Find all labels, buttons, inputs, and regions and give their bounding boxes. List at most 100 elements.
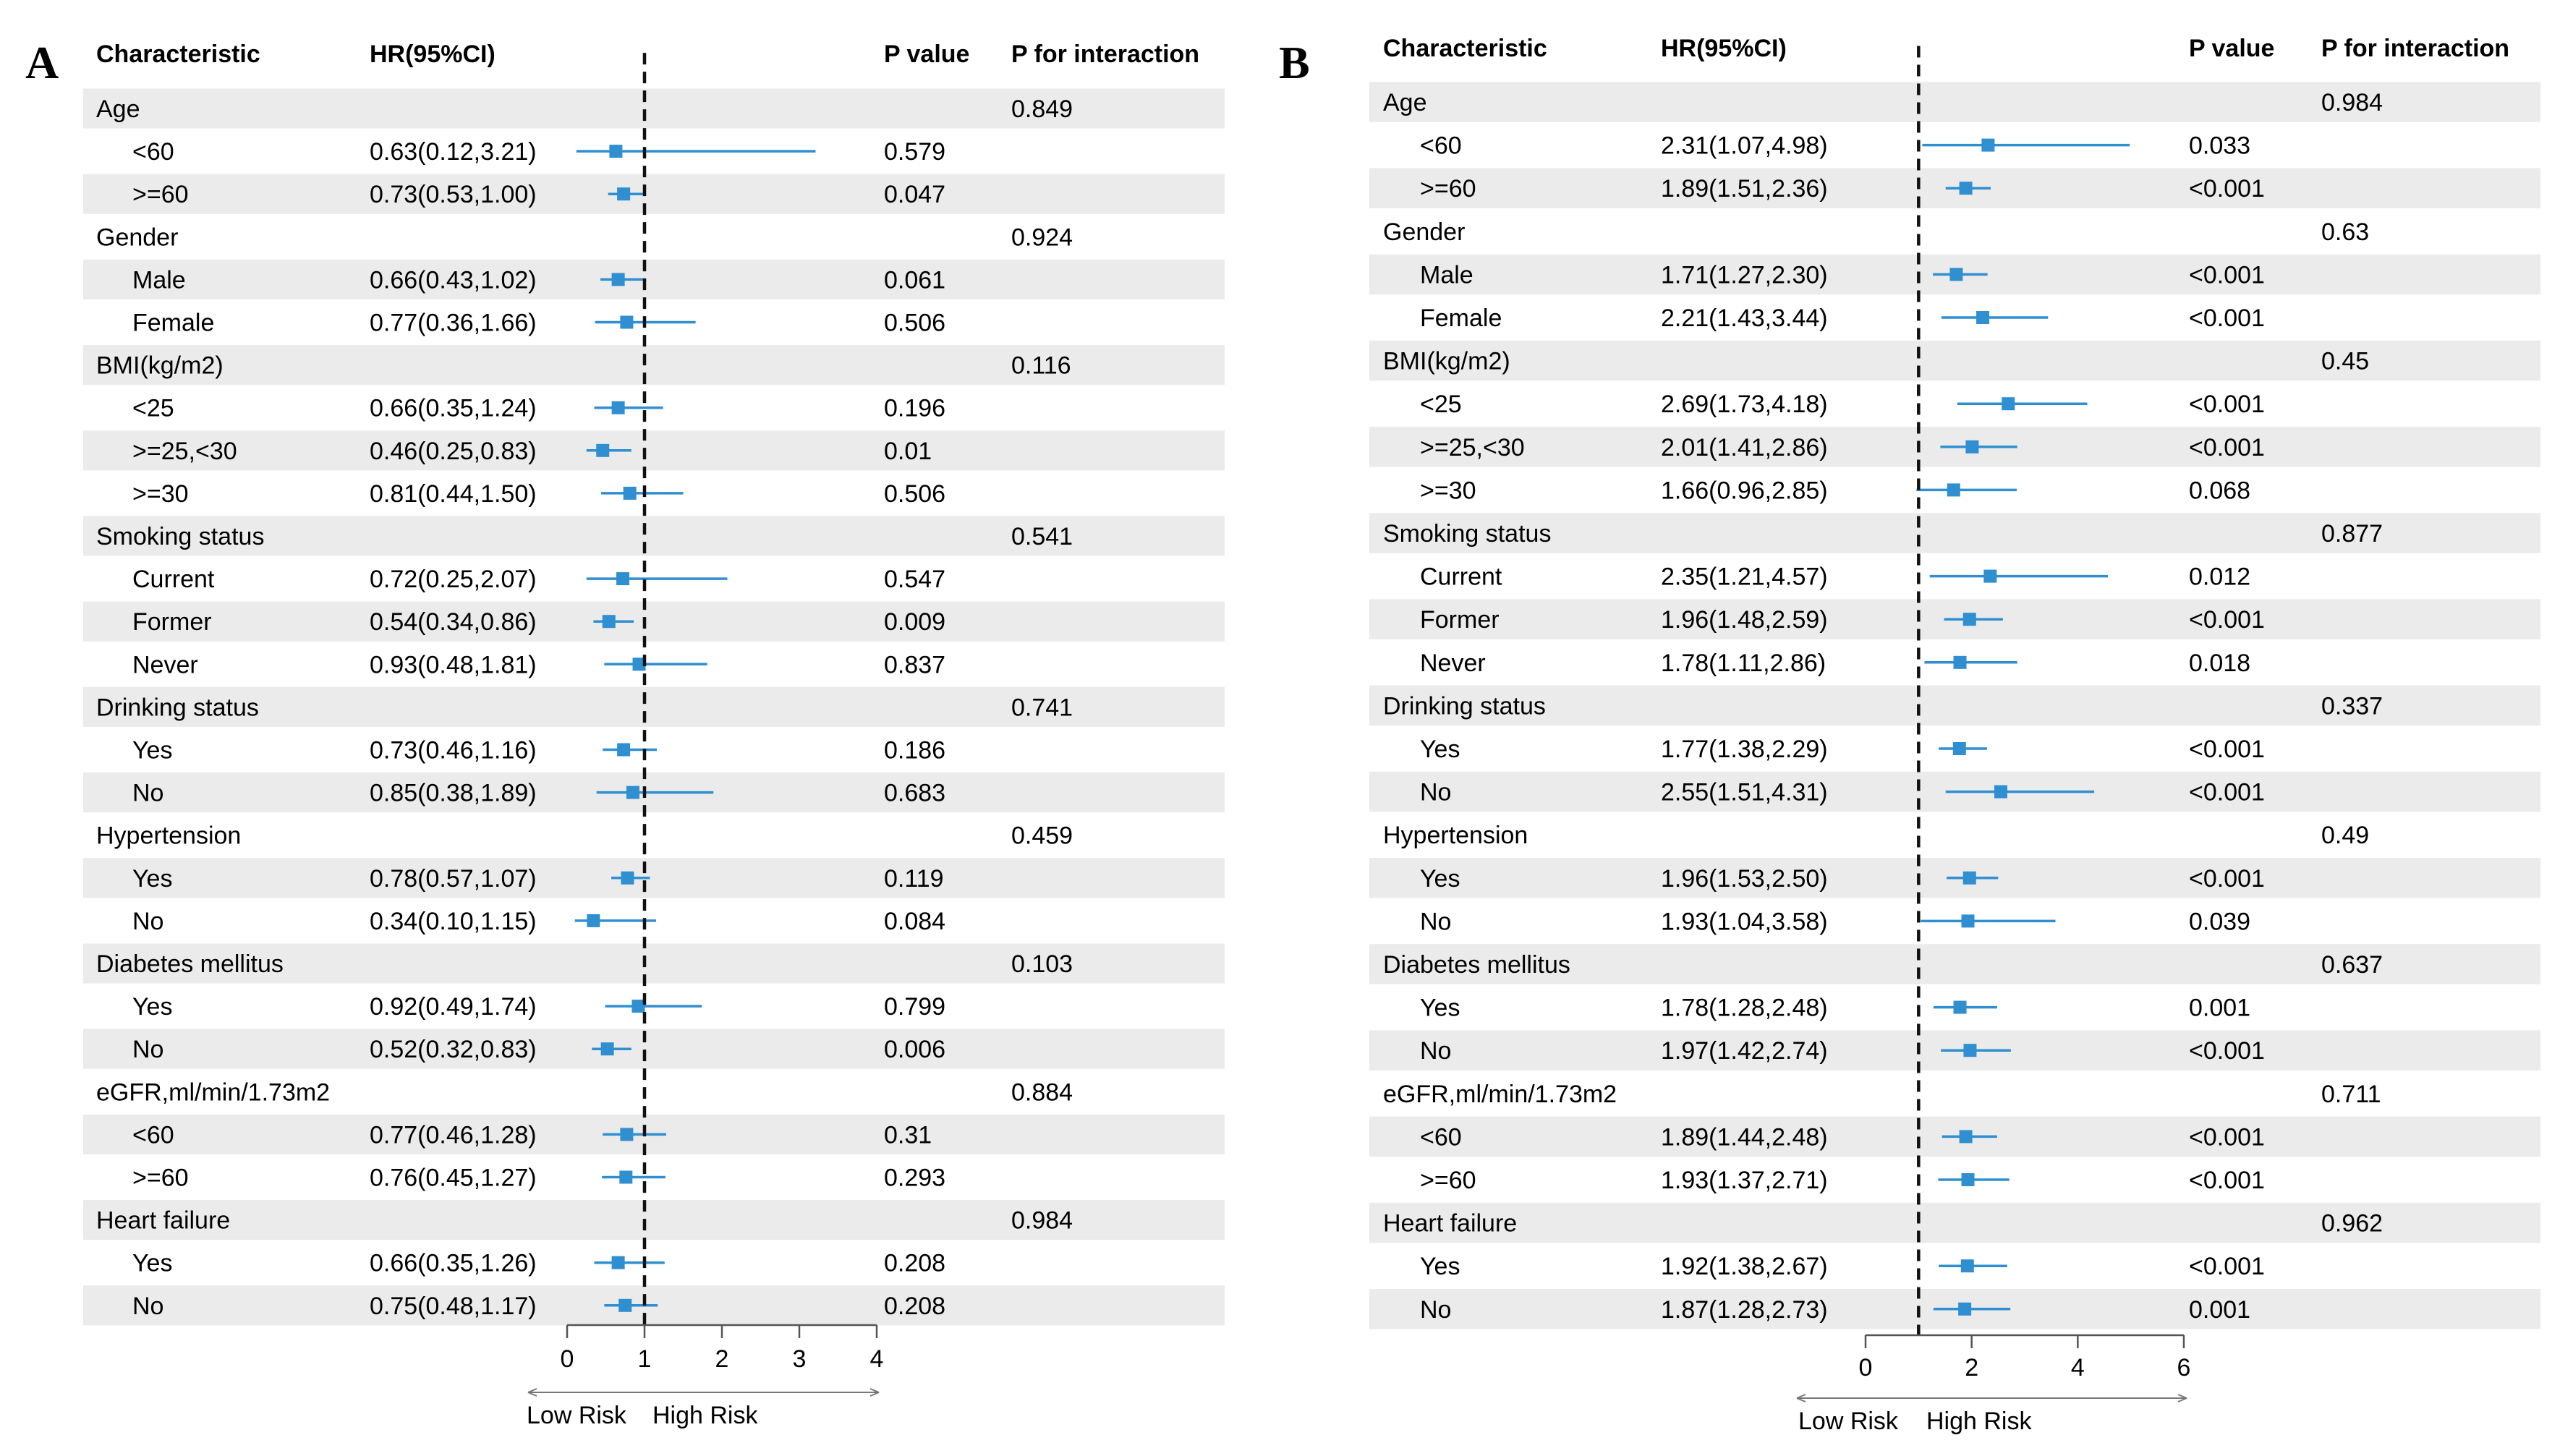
row-stripe <box>83 174 1225 214</box>
subgroup-label: <60 <box>132 138 174 166</box>
subgroup-label: Yes <box>132 865 172 893</box>
row-stripe <box>83 259 1225 299</box>
hr-ci-text: 0.85(0.38,1.89) <box>370 780 537 807</box>
p-interaction-value: 0.924 <box>1011 223 1073 251</box>
group-label: BMI(kg/m2) <box>1383 348 1510 375</box>
subgroup-row: <25 0.66(0.35,1.24) 0.196 <box>132 395 945 422</box>
subgroup-row: Male 0.66(0.43,1.02) 0.061 <box>132 266 945 294</box>
hr-point <box>2002 397 2015 411</box>
hr-ci-text: 0.93(0.48,1.81) <box>370 651 537 678</box>
arrow-right-icon <box>869 1388 880 1397</box>
hr-point <box>1958 1302 1972 1316</box>
hr-ci-text: 1.93(1.04,3.58) <box>1661 908 1828 935</box>
subgroup-label: Never <box>1420 650 1486 677</box>
header-hr-ci: HR(95%CI) <box>1661 35 1787 62</box>
hr-ci-text: 1.96(1.48,2.59) <box>1661 606 1828 634</box>
subgroup-row: >=25,<30 0.46(0.25,0.83) 0.01 <box>132 438 932 465</box>
group-label: Heart failure <box>1383 1210 1517 1238</box>
subgroup-label: >=60 <box>1420 175 1476 203</box>
x-tick-label: 4 <box>870 1345 884 1373</box>
arrow-left-icon <box>527 1388 537 1397</box>
subgroup-label: Yes <box>1420 1253 1460 1280</box>
hr-ci-text: 2.01(1.41,2.86) <box>1661 434 1828 461</box>
subgroup-label: Yes <box>1420 865 1460 893</box>
subgroup-label: >=30 <box>132 480 189 508</box>
p-value: 0.068 <box>2189 477 2250 504</box>
p-interaction-value: 0.962 <box>2321 1210 2383 1238</box>
p-value: 0.31 <box>884 1121 932 1149</box>
group-row: eGFR,ml/min/1.73m2 0.711 <box>1383 1081 2381 1108</box>
hr-point <box>1959 1130 1973 1144</box>
subgroup-row: <60 2.31(1.07,4.98) 0.033 <box>1420 132 2250 160</box>
forest-rows: Age 0.984 <60 2.31(1.07,4.98) 0.033 >=60 1.89(… <box>1383 89 2383 1324</box>
subgroup-row: >=60 1.93(1.37,2.71) <0.001 <box>1420 1167 2265 1194</box>
hr-point <box>600 1042 614 1056</box>
subgroup-row: Yes 0.73(0.46,1.16) 0.186 <box>132 737 945 765</box>
subgroup-row: Male 1.71(1.27,2.30) <0.001 <box>1420 261 2265 289</box>
low-risk-label: Low Risk <box>1798 1408 1899 1435</box>
hr-point <box>631 1000 645 1013</box>
hr-ci-text: 0.73(0.46,1.16) <box>370 737 537 765</box>
p-value: 0.579 <box>884 138 945 166</box>
subgroup-row: Female 0.77(0.36,1.66) 0.506 <box>132 310 945 337</box>
hr-ci-text: 1.87(1.28,2.73) <box>1661 1296 1828 1324</box>
hr-point <box>1962 613 1976 626</box>
row-stripe <box>83 430 1225 471</box>
subgroup-label: Never <box>132 651 198 678</box>
hr-ci-text: 0.63(0.12,3.21) <box>370 138 537 166</box>
subgroup-label: <25 <box>1420 391 1462 418</box>
hr-ci-text: 0.66(0.35,1.24) <box>370 395 537 422</box>
p-interaction-value: 0.63 <box>2321 218 2369 246</box>
high-risk-label: High Risk <box>652 1402 758 1429</box>
group-label: Smoking status <box>1383 520 1551 548</box>
p-interaction-value: 0.49 <box>2321 822 2369 849</box>
subgroup-row: >=60 0.76(0.45,1.27) 0.293 <box>132 1165 945 1192</box>
p-value: 0.293 <box>884 1165 945 1192</box>
p-value: 0.547 <box>884 566 945 593</box>
x-tick-label: 0 <box>1859 1354 1873 1382</box>
subgroup-label: Yes <box>1420 736 1460 763</box>
hr-point <box>617 743 631 757</box>
hr-ci-text: 1.78(1.28,2.48) <box>1661 995 1828 1022</box>
hr-point <box>1953 1000 1967 1014</box>
group-label: Age <box>1383 89 1427 116</box>
group-label: Drinking status <box>96 694 259 721</box>
p-value: 0.001 <box>2189 1296 2250 1324</box>
hr-ci-text: 0.52(0.32,0.83) <box>370 1036 537 1063</box>
arrow-right-icon <box>2177 1394 2187 1402</box>
hr-point <box>596 443 610 457</box>
group-row: Drinking status 0.337 <box>1383 692 2383 720</box>
p-value: <0.001 <box>2189 391 2265 418</box>
p-value: <0.001 <box>2189 1123 2265 1151</box>
hr-ci-text: 1.77(1.38,2.29) <box>1661 736 1828 763</box>
hr-point <box>1961 1173 1975 1186</box>
hr-point <box>1962 871 1976 885</box>
subgroup-row: Never 0.93(0.48,1.81) 0.837 <box>132 651 945 678</box>
row-stripe <box>83 516 1225 556</box>
hr-point <box>611 401 625 414</box>
column-headers: Characteristic HR(95%CI) P value P for inte… <box>1383 35 2509 62</box>
p-value: 0.001 <box>2189 995 2250 1022</box>
group-label: Diabetes mellitus <box>1383 951 1570 979</box>
group-row: Age 0.984 <box>1383 89 2383 116</box>
subgroup-label: >=25,<30 <box>1420 434 1525 461</box>
hr-point <box>1976 311 1990 324</box>
subgroup-label: No <box>132 908 163 935</box>
hr-ci-text: 0.46(0.25,0.83) <box>370 438 537 465</box>
p-value: <0.001 <box>2189 1167 2265 1194</box>
group-row: Gender 0.924 <box>96 223 1073 251</box>
subgroup-row: Current 0.72(0.25,2.07) 0.547 <box>132 566 945 593</box>
hr-point <box>617 187 631 201</box>
subgroup-row: Yes 1.92(1.38,2.67) <0.001 <box>1420 1253 2265 1280</box>
hr-ci-text: 1.78(1.11,2.86) <box>1661 650 1826 677</box>
group-row: Smoking status 0.541 <box>96 523 1073 550</box>
subgroup-row: <60 0.77(0.46,1.28) 0.31 <box>132 1121 932 1149</box>
hr-point <box>602 615 616 629</box>
p-value: 0.033 <box>2189 132 2250 160</box>
hr-point <box>1947 483 1960 497</box>
p-value: 0.061 <box>884 266 945 294</box>
x-tick-label: 2 <box>715 1345 729 1373</box>
hr-ci-text: 2.21(1.43,3.44) <box>1661 305 1828 332</box>
subgroup-row: <60 1.89(1.44,2.48) <0.001 <box>1420 1123 2265 1151</box>
